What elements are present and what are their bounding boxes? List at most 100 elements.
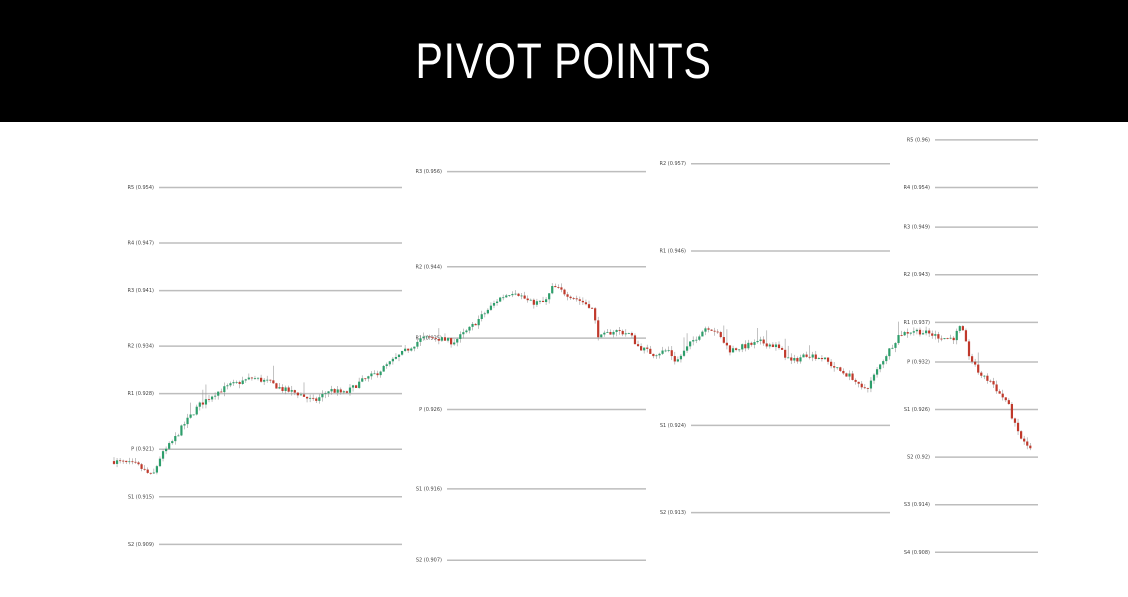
candle bbox=[391, 357, 394, 365]
candle bbox=[207, 395, 211, 403]
pivot-label-1-5: S2 (0.907) bbox=[416, 558, 442, 564]
candle bbox=[244, 378, 247, 383]
candle bbox=[860, 381, 863, 390]
candle bbox=[903, 330, 906, 336]
candle bbox=[385, 362, 388, 369]
pivot-label-2-1: R1 (0.946) bbox=[660, 248, 687, 254]
candle bbox=[670, 346, 673, 361]
candle bbox=[673, 351, 676, 365]
candle bbox=[1016, 418, 1020, 435]
candle bbox=[983, 375, 986, 380]
candle bbox=[180, 424, 183, 437]
candle bbox=[410, 347, 413, 352]
candle bbox=[753, 339, 756, 349]
candle bbox=[851, 370, 854, 381]
candle bbox=[456, 337, 459, 347]
candle bbox=[495, 298, 499, 306]
candle bbox=[201, 389, 204, 409]
candle bbox=[676, 356, 679, 363]
candle bbox=[640, 343, 643, 351]
candle bbox=[857, 381, 860, 388]
candle bbox=[952, 336, 955, 344]
pivot-label-2-0: R2 (0.957) bbox=[660, 161, 687, 167]
candle bbox=[958, 325, 961, 334]
candle bbox=[229, 381, 232, 388]
candle bbox=[557, 284, 560, 289]
candle bbox=[655, 354, 658, 359]
pivot-points-chart: R5 (0.954) R4 (0.947) R3 (0.941) R2 (0.934)… bbox=[112, 137, 1038, 564]
candle bbox=[480, 310, 483, 322]
candle bbox=[379, 370, 382, 378]
candle bbox=[756, 327, 759, 344]
candle bbox=[649, 345, 652, 354]
candle bbox=[336, 386, 339, 396]
candle bbox=[312, 394, 315, 401]
pivot-label-3-0: R5 (0.96) bbox=[907, 137, 930, 143]
candle bbox=[367, 375, 370, 382]
candles bbox=[112, 283, 1032, 475]
candle bbox=[735, 347, 738, 352]
candle bbox=[707, 326, 710, 333]
candle bbox=[664, 348, 667, 353]
pivot-label-1-1: R2 (0.944) bbox=[416, 264, 443, 270]
pivot-label-1-2: R1 (0.935) bbox=[416, 336, 443, 342]
candle bbox=[1007, 398, 1010, 405]
candle bbox=[351, 384, 355, 392]
pivot-label-1-4: S1 (0.916) bbox=[416, 486, 442, 492]
candle bbox=[882, 359, 885, 369]
candle bbox=[376, 370, 379, 378]
candle bbox=[1013, 417, 1017, 427]
candle bbox=[802, 353, 805, 358]
pivot-label-0-3: R2 (0.934) bbox=[128, 344, 155, 350]
candle bbox=[431, 336, 434, 339]
candle bbox=[869, 377, 873, 393]
candle bbox=[780, 346, 784, 350]
candle bbox=[125, 460, 128, 465]
candle bbox=[563, 288, 566, 297]
candle bbox=[731, 345, 735, 353]
candle bbox=[146, 467, 149, 474]
candle bbox=[293, 389, 296, 396]
candle bbox=[437, 328, 440, 345]
pivot-label-3-6: S1 (0.926) bbox=[904, 407, 930, 413]
candle bbox=[710, 329, 713, 331]
pivot-levels: R5 (0.954) R4 (0.947) R3 (0.941) R2 (0.934)… bbox=[128, 137, 1038, 564]
candle bbox=[704, 326, 707, 336]
candle bbox=[535, 298, 539, 308]
candle bbox=[940, 335, 943, 342]
pivot-label-1-3: P (0.926) bbox=[419, 407, 442, 413]
candle bbox=[474, 322, 477, 326]
candle bbox=[226, 383, 229, 390]
candle bbox=[373, 370, 376, 375]
candle bbox=[526, 295, 529, 303]
candle bbox=[140, 462, 143, 472]
candle bbox=[256, 377, 260, 381]
candle bbox=[416, 338, 419, 349]
candle bbox=[324, 391, 327, 399]
candle bbox=[784, 338, 787, 361]
candle bbox=[879, 363, 882, 373]
candle bbox=[618, 326, 621, 335]
candle bbox=[1029, 443, 1032, 451]
candle bbox=[315, 396, 318, 404]
candle bbox=[370, 371, 373, 380]
candle bbox=[174, 432, 177, 445]
candle bbox=[986, 373, 989, 384]
candle bbox=[741, 343, 744, 353]
candle bbox=[698, 334, 701, 342]
pivot-label-3-2: R3 (0.949) bbox=[904, 225, 931, 231]
candle bbox=[309, 394, 312, 403]
candle bbox=[793, 354, 796, 364]
candle bbox=[967, 339, 971, 360]
candle bbox=[685, 333, 689, 354]
candle bbox=[796, 356, 799, 364]
candle bbox=[296, 392, 299, 399]
candle bbox=[925, 326, 928, 336]
candle bbox=[523, 291, 526, 300]
candle bbox=[302, 382, 306, 397]
candle bbox=[189, 402, 192, 419]
candle bbox=[511, 291, 514, 298]
candle bbox=[1001, 389, 1004, 401]
candle bbox=[263, 378, 266, 386]
candle bbox=[885, 354, 888, 365]
